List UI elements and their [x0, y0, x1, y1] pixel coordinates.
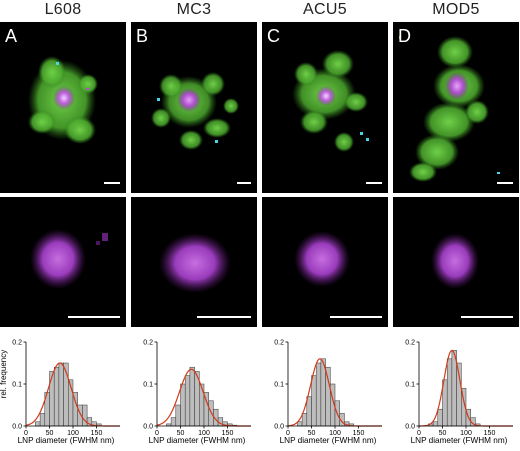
- y-tick-label: 0.1: [12, 382, 22, 389]
- histogram-bar: [189, 366, 195, 427]
- histogram-bar: [297, 421, 303, 427]
- overview-micrograph: B: [131, 22, 257, 193]
- scale-bar: [237, 182, 251, 184]
- panel-letter: C: [267, 26, 280, 46]
- y-tick-label: 0.0: [12, 424, 22, 431]
- scale-bar: [366, 182, 382, 184]
- y-tick-label: 0.2: [12, 340, 22, 347]
- histogram-bar: [35, 421, 41, 427]
- y-axis-label: rel. frequency: [0, 350, 8, 398]
- histogram-bar: [325, 366, 331, 427]
- scale-bar: [461, 316, 513, 318]
- x-tick-label: 0: [155, 430, 159, 437]
- zoom-image: [431, 233, 479, 289]
- x-tick-label: 100: [460, 430, 472, 437]
- x-axis-label: LNP diameter (FWHM nm): [18, 436, 115, 445]
- x-tick-label: 100: [198, 430, 210, 437]
- histogram-bar: [175, 404, 181, 427]
- overview-micrograph: C: [262, 22, 388, 193]
- histogram-bar: [315, 362, 322, 427]
- x-tick-label: 100: [67, 430, 79, 437]
- x-axis-label: LNP diameter (FWHM nm): [280, 436, 377, 445]
- x-tick-label: 150: [484, 430, 496, 437]
- histogram-bar: [306, 396, 312, 427]
- x-axis-label: LNP diameter (FWHM nm): [149, 436, 246, 445]
- scale-bar: [104, 182, 120, 184]
- figure-column: MC3 B: [131, 0, 257, 446]
- histogram: 0.0 0.1 0.2 0 50 100 150 LNP diameter (FWHM n…: [393, 334, 519, 446]
- histogram-plot: 0.0 0.1 0.2 0 50 100 150 LNP diameter (FWHM n…: [405, 340, 513, 445]
- histogram-bar: [446, 358, 453, 427]
- histogram-bar: [180, 383, 186, 427]
- histogram-bar: [39, 413, 46, 427]
- y-tick-label: 0.2: [405, 340, 415, 347]
- zoom-image: [30, 229, 108, 289]
- x-tick-label: 150: [91, 430, 103, 437]
- figure-column: MOD5 D: [393, 0, 519, 446]
- x-tick-label: 100: [329, 430, 341, 437]
- figure-column: L608 A: [0, 0, 126, 446]
- column-title: ACU5: [303, 1, 347, 18]
- histogram-bar: [82, 404, 88, 427]
- y-tick-label: 0.1: [143, 382, 153, 389]
- histogram-bar: [311, 375, 317, 427]
- y-tick-label: 0.0: [405, 424, 415, 431]
- x-tick-label: 0: [286, 430, 290, 437]
- zoom-micrograph: [393, 197, 519, 327]
- scale-bar: [497, 182, 513, 184]
- figure-column: ACU5 C: [262, 0, 388, 446]
- column-title: MC3: [176, 1, 212, 18]
- histogram-bar: [432, 421, 439, 427]
- y-tick-label: 0.1: [405, 382, 415, 389]
- y-tick-label: 0.0: [274, 424, 284, 431]
- histogram-plot: 0.0 0.1 0.2 0 50 100 150 LNP diameter (FWHM n…: [274, 340, 382, 445]
- x-tick-label: 50: [177, 430, 185, 437]
- x-tick-label: 150: [353, 430, 365, 437]
- panel-letter: A: [5, 26, 18, 46]
- x-tick-label: 0: [417, 430, 421, 437]
- histogram-bar: [49, 371, 55, 427]
- overview-image: [151, 72, 239, 150]
- scale-bar: [197, 316, 251, 318]
- y-tick-label: 0.0: [143, 424, 153, 431]
- histogram-bar: [199, 383, 205, 427]
- column-title: MOD5: [432, 1, 480, 18]
- scale-bar: [68, 316, 120, 318]
- x-axis-label: LNP diameter (FWHM nm): [411, 436, 508, 445]
- overview-image: [292, 50, 369, 152]
- histogram-plot: 0.0 0.1 0.2 0 50 100 150 rel. frequency LNP d…: [0, 340, 120, 445]
- zoom-micrograph: [131, 197, 257, 327]
- y-tick-label: 0.1: [274, 382, 284, 389]
- zoom-micrograph: [262, 197, 388, 327]
- overview-micrograph: D: [393, 22, 519, 193]
- panel-letter: B: [136, 26, 149, 46]
- zoom-image: [294, 231, 350, 287]
- histogram-bar: [301, 413, 308, 427]
- x-tick-label: 0: [24, 430, 28, 437]
- histogram-bar: [58, 362, 64, 427]
- histogram-plot: 0.0 0.1 0.2 0 50 100 150 LNP diameter (FWHM n…: [143, 340, 251, 445]
- overview-image: [28, 56, 98, 144]
- zoom-image: [159, 233, 231, 293]
- panel-letter: D: [398, 26, 411, 46]
- histogram-bar: [170, 417, 177, 427]
- histogram: 0.0 0.1 0.2 0 50 100 150 LNP diameter (FWHM n…: [131, 334, 257, 446]
- overview-micrograph: A: [0, 22, 126, 193]
- histogram: 0.0 0.1 0.2 0 50 100 150 LNP diameter (FWHM n…: [262, 334, 388, 446]
- overview-image: [399, 36, 500, 182]
- column-title: L608: [44, 1, 82, 18]
- x-tick-label: 50: [308, 430, 316, 437]
- histogram-bar: [437, 408, 443, 427]
- x-tick-label: 150: [222, 430, 234, 437]
- histogram-bar: [184, 375, 191, 427]
- x-tick-label: 50: [439, 430, 447, 437]
- x-tick-label: 50: [46, 430, 54, 437]
- histogram: 0.0 0.1 0.2 0 50 100 150 rel. frequency LNP d…: [0, 334, 126, 446]
- y-tick-label: 0.2: [274, 340, 284, 347]
- zoom-micrograph: [0, 197, 126, 327]
- y-tick-label: 0.2: [143, 340, 153, 347]
- histogram-bar: [53, 366, 60, 427]
- scale-bar: [330, 316, 382, 318]
